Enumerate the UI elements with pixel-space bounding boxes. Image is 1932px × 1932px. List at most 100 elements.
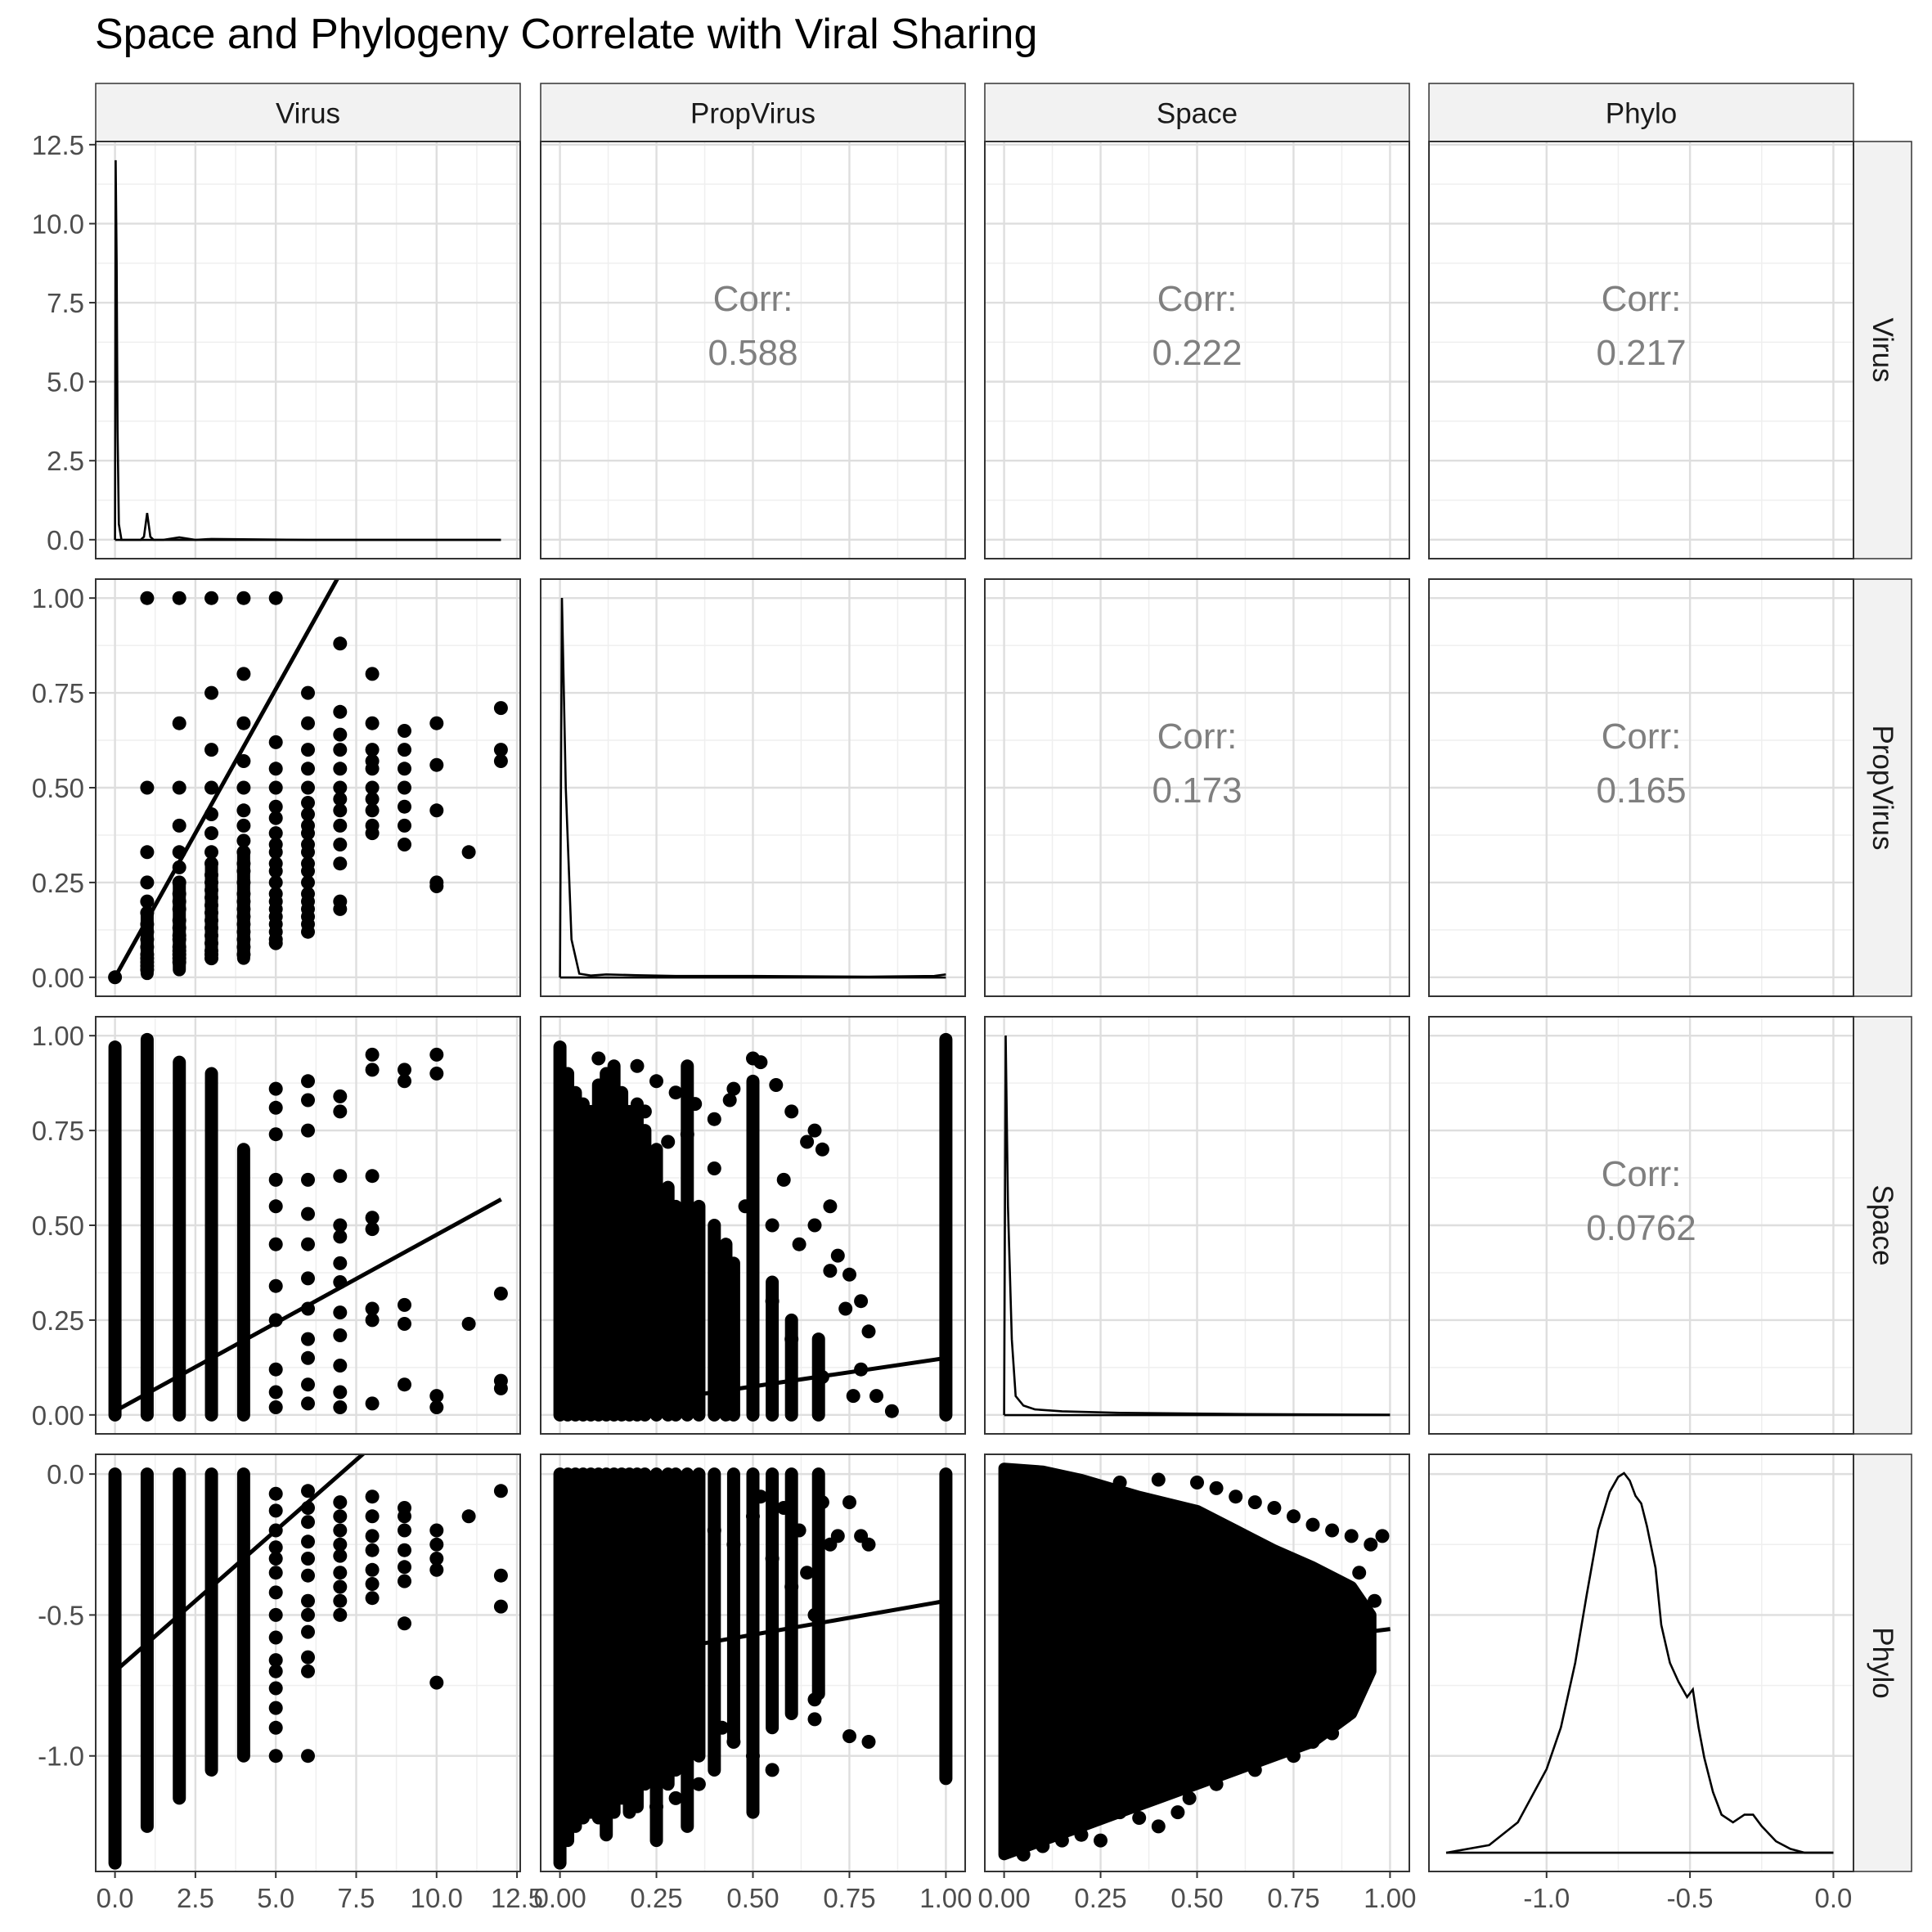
panel-border — [1428, 1016, 1854, 1435]
data-point — [861, 1537, 876, 1552]
data-point — [140, 963, 155, 977]
data-point — [268, 1701, 283, 1715]
scatter-space-vs-virus — [268, 1047, 508, 1414]
data-point — [1267, 1501, 1282, 1515]
data-point — [268, 1081, 283, 1096]
data-point — [236, 875, 251, 890]
panel-border — [540, 1016, 966, 1435]
regression-line — [1004, 1627, 1391, 1679]
data-point — [398, 1317, 411, 1331]
data-point — [398, 799, 411, 814]
data-point — [668, 1085, 683, 1100]
y-tick-label: 0.0 — [47, 525, 84, 555]
panel-border — [984, 1016, 1410, 1435]
data-point — [365, 1543, 380, 1557]
y-tick-label: 0.75 — [32, 678, 84, 708]
data-point — [1074, 1827, 1089, 1842]
data-point — [236, 667, 251, 681]
data-point — [398, 1523, 411, 1538]
data-point — [301, 716, 315, 730]
corr-label: Corr: — [1602, 717, 1682, 757]
panel-grid — [96, 579, 520, 996]
data-point — [236, 845, 251, 860]
data-point — [846, 1389, 860, 1404]
data-point — [398, 743, 411, 757]
data-point — [1170, 1805, 1185, 1820]
data-point — [707, 1523, 721, 1538]
data-point — [365, 1222, 380, 1237]
data-point — [301, 875, 315, 890]
row-strip-space: Space — [1853, 1016, 1912, 1435]
data-point — [769, 1078, 784, 1092]
corr-label: Corr: — [1157, 279, 1238, 319]
data-point — [493, 1599, 508, 1614]
data-point — [301, 1552, 315, 1566]
x-axis-phylo: -1.0 -0.5 0.0 — [1523, 1871, 1852, 1913]
data-point — [333, 838, 348, 851]
y-tick-label: 1.00 — [32, 583, 84, 613]
data-point — [668, 1790, 683, 1805]
data-point — [365, 762, 380, 776]
x-tick-label: 7.5 — [338, 1883, 375, 1913]
panel-space-vs-phylo — [1429, 1017, 1853, 1434]
data-point — [365, 1562, 380, 1577]
data-point — [236, 818, 251, 833]
correlation-virus-phylo: Corr: 0.217 — [1596, 279, 1686, 373]
data-point — [1305, 1517, 1320, 1532]
column-strip-label: Phylo — [1606, 98, 1678, 130]
data-point — [333, 1089, 348, 1103]
column-strip-label: Space — [1157, 98, 1238, 130]
x-tick-label: 12.5 — [491, 1883, 543, 1913]
data-point — [429, 757, 444, 772]
data-point — [398, 1543, 411, 1557]
data-point — [236, 591, 251, 605]
data-point — [268, 1552, 283, 1566]
data-point — [1287, 1749, 1301, 1764]
data-point — [861, 1735, 876, 1749]
corr-label: Corr: — [1602, 1154, 1682, 1194]
data-point — [268, 1720, 283, 1735]
data-point — [1151, 1819, 1166, 1834]
data-point — [807, 1607, 822, 1622]
data-point — [1151, 1472, 1166, 1487]
row-strip-label: Virus — [1867, 317, 1898, 382]
data-point — [746, 1509, 760, 1524]
panel-virus-vs-virus — [96, 142, 520, 559]
panel-grid — [1429, 1454, 1853, 1871]
data-point — [204, 951, 218, 966]
data-point — [591, 1051, 606, 1066]
data-point — [680, 1480, 694, 1495]
data-point — [707, 1161, 721, 1175]
data-point — [268, 1585, 283, 1600]
data-point — [691, 1777, 706, 1791]
data-point — [398, 1574, 411, 1588]
data-point — [140, 780, 155, 795]
panel-border — [1428, 141, 1854, 559]
data-point — [1132, 1811, 1147, 1825]
data-point — [301, 1350, 315, 1365]
panel-grid — [985, 142, 1409, 559]
data-point — [204, 845, 218, 860]
data-point — [365, 1591, 380, 1606]
data-point — [807, 1218, 822, 1233]
data-point — [172, 901, 186, 916]
data-point — [268, 1607, 283, 1622]
data-point — [753, 1055, 768, 1070]
data-point — [429, 1537, 444, 1552]
data-point — [301, 685, 315, 700]
data-point — [268, 1749, 283, 1764]
data-point — [333, 1400, 348, 1414]
data-point — [680, 1127, 694, 1142]
data-point — [823, 1199, 838, 1214]
panel-grid — [1429, 1017, 1853, 1434]
y-axis-virus: 0.0 2.5 5.0 7.5 10.0 12.5 — [32, 130, 96, 555]
data-point — [268, 1503, 283, 1518]
data-point — [301, 1484, 315, 1498]
data-point — [1094, 1833, 1108, 1848]
data-point — [268, 1172, 283, 1187]
row-strip-propvirus: PropVirus — [1853, 578, 1912, 997]
data-point — [429, 1067, 444, 1081]
regression-line — [114, 1197, 502, 1413]
data-point — [301, 1396, 315, 1411]
data-point — [140, 591, 155, 605]
